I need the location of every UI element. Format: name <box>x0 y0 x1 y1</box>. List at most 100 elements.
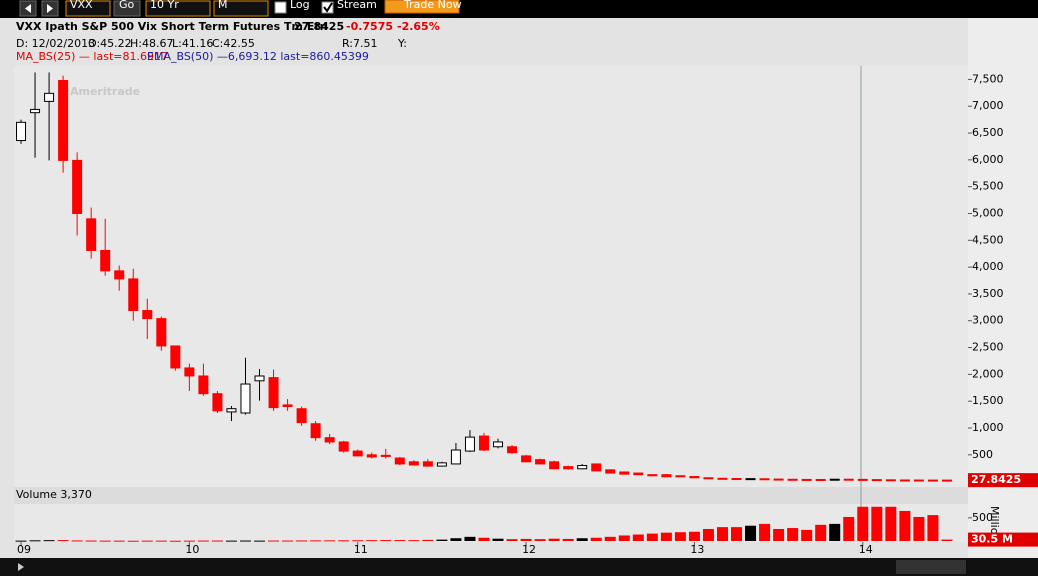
volume-bar <box>113 540 125 542</box>
candle-body <box>44 92 55 102</box>
candle-body <box>899 479 910 482</box>
candle-body <box>240 383 251 414</box>
volume-bar <box>801 529 813 541</box>
volume-bar <box>296 540 308 542</box>
volume-bar <box>941 539 953 541</box>
price-plot <box>14 66 968 487</box>
trade-now-button[interactable] <box>384 0 460 14</box>
volume-bar <box>646 533 658 541</box>
candle-body <box>563 466 574 470</box>
candle-body <box>647 474 658 477</box>
y-tick-label: 2,500 <box>972 341 1004 354</box>
volume-bar <box>913 516 925 541</box>
y-tick-label: 7,000 <box>972 99 1004 112</box>
volume-bar <box>927 515 939 541</box>
candle-body <box>913 479 924 482</box>
volume-bar <box>829 523 841 541</box>
candle-body <box>829 478 840 481</box>
candle-body <box>16 121 27 142</box>
y-tick-label: 5,500 <box>972 180 1004 193</box>
volume-bar <box>857 506 869 541</box>
volume-bar <box>282 540 294 542</box>
scrollbar[interactable] <box>0 558 1038 576</box>
candle-body <box>156 318 167 347</box>
ma-study: MA_BS(25) — last=81.6917 <box>16 50 168 63</box>
y-tick-label: 1,500 <box>972 394 1004 407</box>
candle-body <box>184 367 195 377</box>
candle-body <box>170 345 181 369</box>
candle-body <box>394 457 405 465</box>
forward-icon <box>47 4 53 13</box>
candle-body <box>254 375 265 382</box>
volume-bar <box>787 528 799 541</box>
aggregation-select[interactable] <box>213 0 269 17</box>
volume-bar <box>520 538 532 541</box>
candle-body <box>703 477 714 480</box>
candle-body <box>352 450 363 457</box>
go-text: Go <box>119 0 135 11</box>
volume-bar <box>169 540 181 542</box>
candle-body <box>605 469 616 474</box>
volume-bar <box>618 535 630 541</box>
volume-bar <box>688 531 700 541</box>
volume-bar <box>815 524 827 541</box>
y-tick-label: 7,500 <box>972 72 1004 85</box>
scroll-left <box>18 563 24 571</box>
log-checkbox[interactable] <box>274 1 287 14</box>
candle-body <box>128 278 139 312</box>
candle-body <box>380 454 391 457</box>
y-tick-label: 4,000 <box>972 260 1004 273</box>
volume-bar <box>899 510 911 541</box>
candle-body <box>871 479 882 482</box>
candle-body <box>717 477 728 480</box>
candle-body <box>86 218 97 251</box>
volume-bar <box>590 537 602 541</box>
volume-bar <box>352 540 364 542</box>
volume-bar <box>885 506 897 541</box>
zoom-controls[interactable] <box>896 560 966 574</box>
candle-body <box>58 79 69 161</box>
candle-body <box>745 478 756 481</box>
volume-bar <box>155 540 167 542</box>
last-price-tag <box>968 473 1038 488</box>
y-tick-label: 3,500 <box>972 287 1004 300</box>
volume-bar <box>702 528 714 541</box>
volume-bar <box>464 536 476 541</box>
volume-bar <box>127 540 139 542</box>
last-price-label: 27.8425 <box>971 473 1021 486</box>
volume-bar <box>71 540 83 542</box>
volume-bar <box>183 540 195 542</box>
aggregation-text: M <box>218 0 228 11</box>
symbol-input[interactable] <box>65 0 111 17</box>
candle-body <box>591 463 602 472</box>
x-tick-label: 12 <box>522 543 536 556</box>
date: D: 12/02/2013 <box>16 37 95 50</box>
last-price: 27.8425 <box>294 20 344 33</box>
volume-bar <box>57 540 69 542</box>
stream-checkbox[interactable] <box>321 1 334 14</box>
volume-bar <box>632 534 644 541</box>
candle-body <box>30 108 41 114</box>
x-tick-label: 10 <box>185 543 199 556</box>
percent-change: -2.65% <box>397 20 440 33</box>
stream-text: Stream <box>337 0 377 11</box>
period-text: 10 Yr <box>150 0 179 11</box>
y-tick-label: 5,000 <box>972 206 1004 219</box>
volume-bar <box>254 540 266 542</box>
open: O:45.22 <box>88 37 132 50</box>
candle-body <box>549 461 560 470</box>
period-select[interactable] <box>145 0 211 17</box>
volume-bar <box>660 532 672 541</box>
go-button[interactable] <box>113 0 141 17</box>
candle-body <box>689 476 700 479</box>
y-tick-label: 4,500 <box>972 233 1004 246</box>
volume-bar <box>85 540 97 542</box>
volume-bar <box>871 506 883 541</box>
volume-bar <box>745 525 757 541</box>
candle-body <box>801 478 812 481</box>
candle-body <box>507 446 518 454</box>
volume-header <box>14 487 968 504</box>
candle-body <box>226 408 237 413</box>
candle-body <box>577 465 588 470</box>
